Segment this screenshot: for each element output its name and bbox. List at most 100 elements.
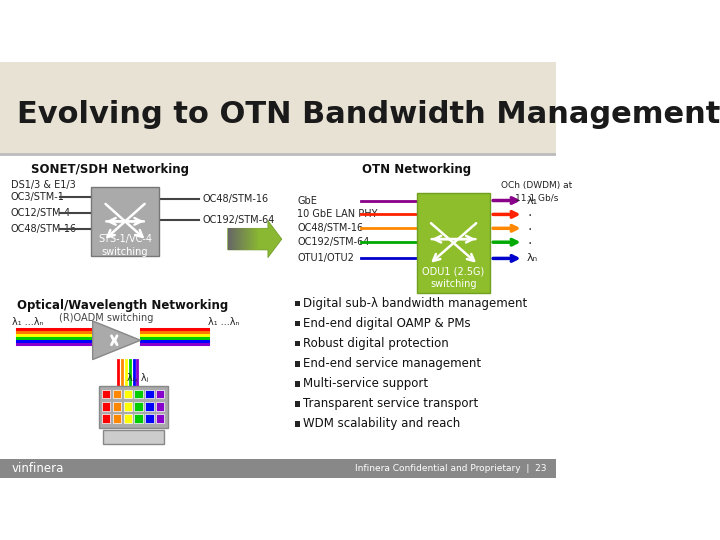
Polygon shape (228, 220, 282, 258)
Bar (295, 341, 300, 347)
Text: GbE: GbE (297, 195, 317, 206)
Bar (135, 390, 143, 398)
Bar (237, 228, 238, 250)
Text: OTU1/OTU2: OTU1/OTU2 (297, 253, 354, 264)
Bar (234, 228, 235, 250)
Bar (135, 402, 143, 410)
Text: (R)OADM switching: (R)OADM switching (59, 313, 154, 323)
Bar (232, 228, 233, 250)
Text: Robust digital protection: Robust digital protection (303, 337, 449, 350)
Text: End-end service management: End-end service management (303, 357, 482, 370)
Bar (295, 421, 300, 427)
Bar (124, 402, 132, 410)
Bar (124, 390, 132, 398)
Bar (295, 321, 300, 326)
Text: Optical/Wavelength Networking: Optical/Wavelength Networking (17, 299, 228, 312)
Text: STS-1/VC-4
switching: STS-1/VC-4 switching (98, 234, 152, 257)
Bar (295, 381, 300, 387)
Text: ·: · (527, 209, 531, 223)
Bar (135, 414, 143, 423)
Text: OC3/STM-1: OC3/STM-1 (11, 192, 65, 201)
Bar (102, 402, 110, 410)
Text: Digital sub-λ bandwidth management: Digital sub-λ bandwidth management (303, 296, 528, 310)
Text: WDM scalability and reach: WDM scalability and reach (303, 417, 461, 430)
Bar (249, 228, 250, 250)
Bar (145, 402, 153, 410)
Bar (102, 414, 110, 423)
Bar (252, 228, 253, 250)
Bar (102, 390, 110, 398)
Bar (103, 430, 164, 444)
Bar (239, 228, 240, 250)
Text: OC192/STM-64: OC192/STM-64 (297, 237, 369, 247)
Bar (295, 301, 300, 306)
Text: Evolving to OTN Bandwidth Management: Evolving to OTN Bandwidth Management (17, 99, 720, 129)
Bar (247, 228, 248, 250)
Text: vinfinera: vinfinera (12, 462, 64, 475)
Bar (228, 228, 229, 250)
Bar (255, 228, 256, 250)
Bar (251, 228, 252, 250)
Bar (244, 228, 245, 250)
Bar (99, 386, 168, 428)
Text: OC48/STM-16: OC48/STM-16 (11, 224, 77, 234)
Bar (113, 414, 121, 423)
Text: Multi-service support: Multi-service support (303, 377, 428, 390)
Text: OC48/STM-16: OC48/STM-16 (202, 194, 269, 204)
Bar (254, 228, 255, 250)
Text: Transparent service transport: Transparent service transport (303, 397, 479, 410)
Text: OC192/STM-64: OC192/STM-64 (202, 215, 274, 225)
Bar (124, 414, 132, 423)
Bar (257, 228, 258, 250)
Bar (0, 154, 556, 459)
Text: λₙ: λₙ (526, 253, 538, 264)
Text: OCh (DWDM) at
11.1 Gb/s: OCh (DWDM) at 11.1 Gb/s (501, 181, 572, 202)
Bar (0, 62, 556, 154)
Bar (240, 228, 241, 250)
Text: OC12/STM-4: OC12/STM-4 (11, 208, 71, 218)
Bar (156, 414, 164, 423)
Text: ODU1 (2.5G)
switching: ODU1 (2.5G) switching (423, 266, 485, 288)
Text: End-end digital OAMP & PMs: End-end digital OAMP & PMs (303, 317, 471, 330)
Bar (242, 228, 243, 250)
Bar (233, 228, 234, 250)
Text: λ₁ ...λₙ: λ₁ ...λₙ (209, 317, 240, 327)
Bar (156, 402, 164, 410)
Bar (243, 228, 244, 250)
Bar (229, 228, 230, 250)
Text: SONET/SDH Networking: SONET/SDH Networking (31, 164, 189, 177)
Bar (91, 187, 159, 256)
Text: λᵢ, λⱼ: λᵢ, λⱼ (127, 373, 148, 383)
Bar (245, 228, 246, 250)
Text: ·: · (527, 237, 531, 251)
Bar (253, 228, 254, 250)
Bar (248, 228, 249, 250)
Bar (241, 228, 242, 250)
Bar (113, 390, 121, 398)
Text: OC48/STM-16: OC48/STM-16 (297, 224, 364, 233)
Bar (113, 402, 121, 410)
Bar (295, 361, 300, 367)
Text: λ₁ ...λₙ: λ₁ ...λₙ (12, 317, 44, 327)
Text: λ₁: λ₁ (526, 195, 538, 206)
Text: 10 GbE LAN PHY: 10 GbE LAN PHY (297, 210, 378, 219)
Bar (417, 193, 490, 293)
Text: ·: · (527, 223, 531, 237)
Bar (145, 390, 153, 398)
Bar (295, 401, 300, 407)
Bar (246, 228, 247, 250)
Text: DS1/3 & E1/3: DS1/3 & E1/3 (11, 180, 76, 191)
Bar (235, 228, 236, 250)
Bar (238, 228, 239, 250)
Bar (256, 228, 257, 250)
Text: Infinera Confidential and Proprietary  |  23: Infinera Confidential and Proprietary | … (355, 464, 546, 473)
Bar (0, 459, 556, 478)
Polygon shape (93, 321, 140, 360)
Bar (145, 414, 153, 423)
Bar (250, 228, 251, 250)
Bar (230, 228, 231, 250)
Bar (156, 390, 164, 398)
Bar (231, 228, 232, 250)
Bar (236, 228, 237, 250)
Text: OTN Networking: OTN Networking (362, 164, 472, 177)
